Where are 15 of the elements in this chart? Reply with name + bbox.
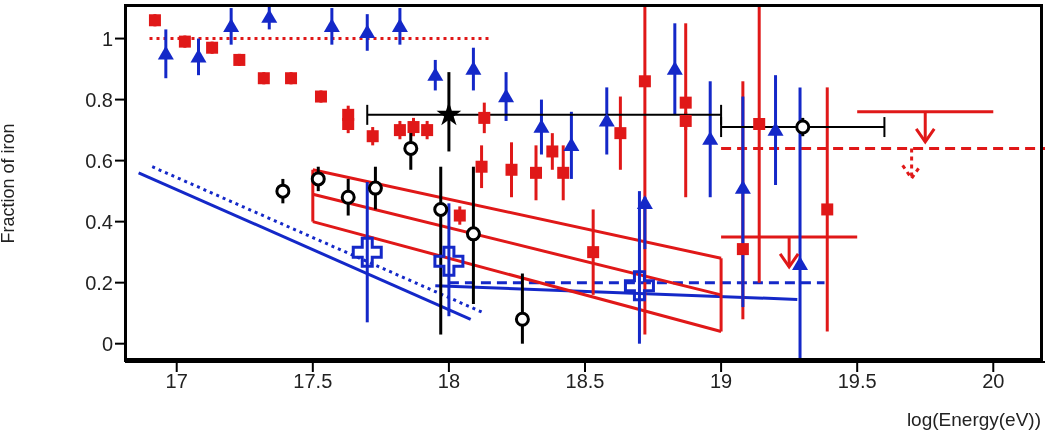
x-tick-label: 19 <box>709 370 733 393</box>
x-tick-label: 20 <box>982 370 1005 393</box>
y-tick-label: 0.6 <box>85 149 113 172</box>
x-tick-label: 17.5 <box>293 370 333 393</box>
y-tick-label: 0.4 <box>85 210 113 233</box>
x-axis-title: log(Energy(eV)) <box>906 409 1041 430</box>
y-tick-label: 0 <box>101 332 113 355</box>
x-tick-label: 19.5 <box>837 370 877 393</box>
y-tick-label: 1 <box>101 27 113 50</box>
x-tick-label: 18.5 <box>565 370 605 393</box>
x-tick-label: 18 <box>437 370 461 393</box>
y-tick-label: 0.8 <box>85 88 113 111</box>
y-tick-label: 0.2 <box>85 271 113 294</box>
y-axis-title: Fraction of iron <box>0 123 19 244</box>
x-tick-label: 17 <box>165 370 188 393</box>
